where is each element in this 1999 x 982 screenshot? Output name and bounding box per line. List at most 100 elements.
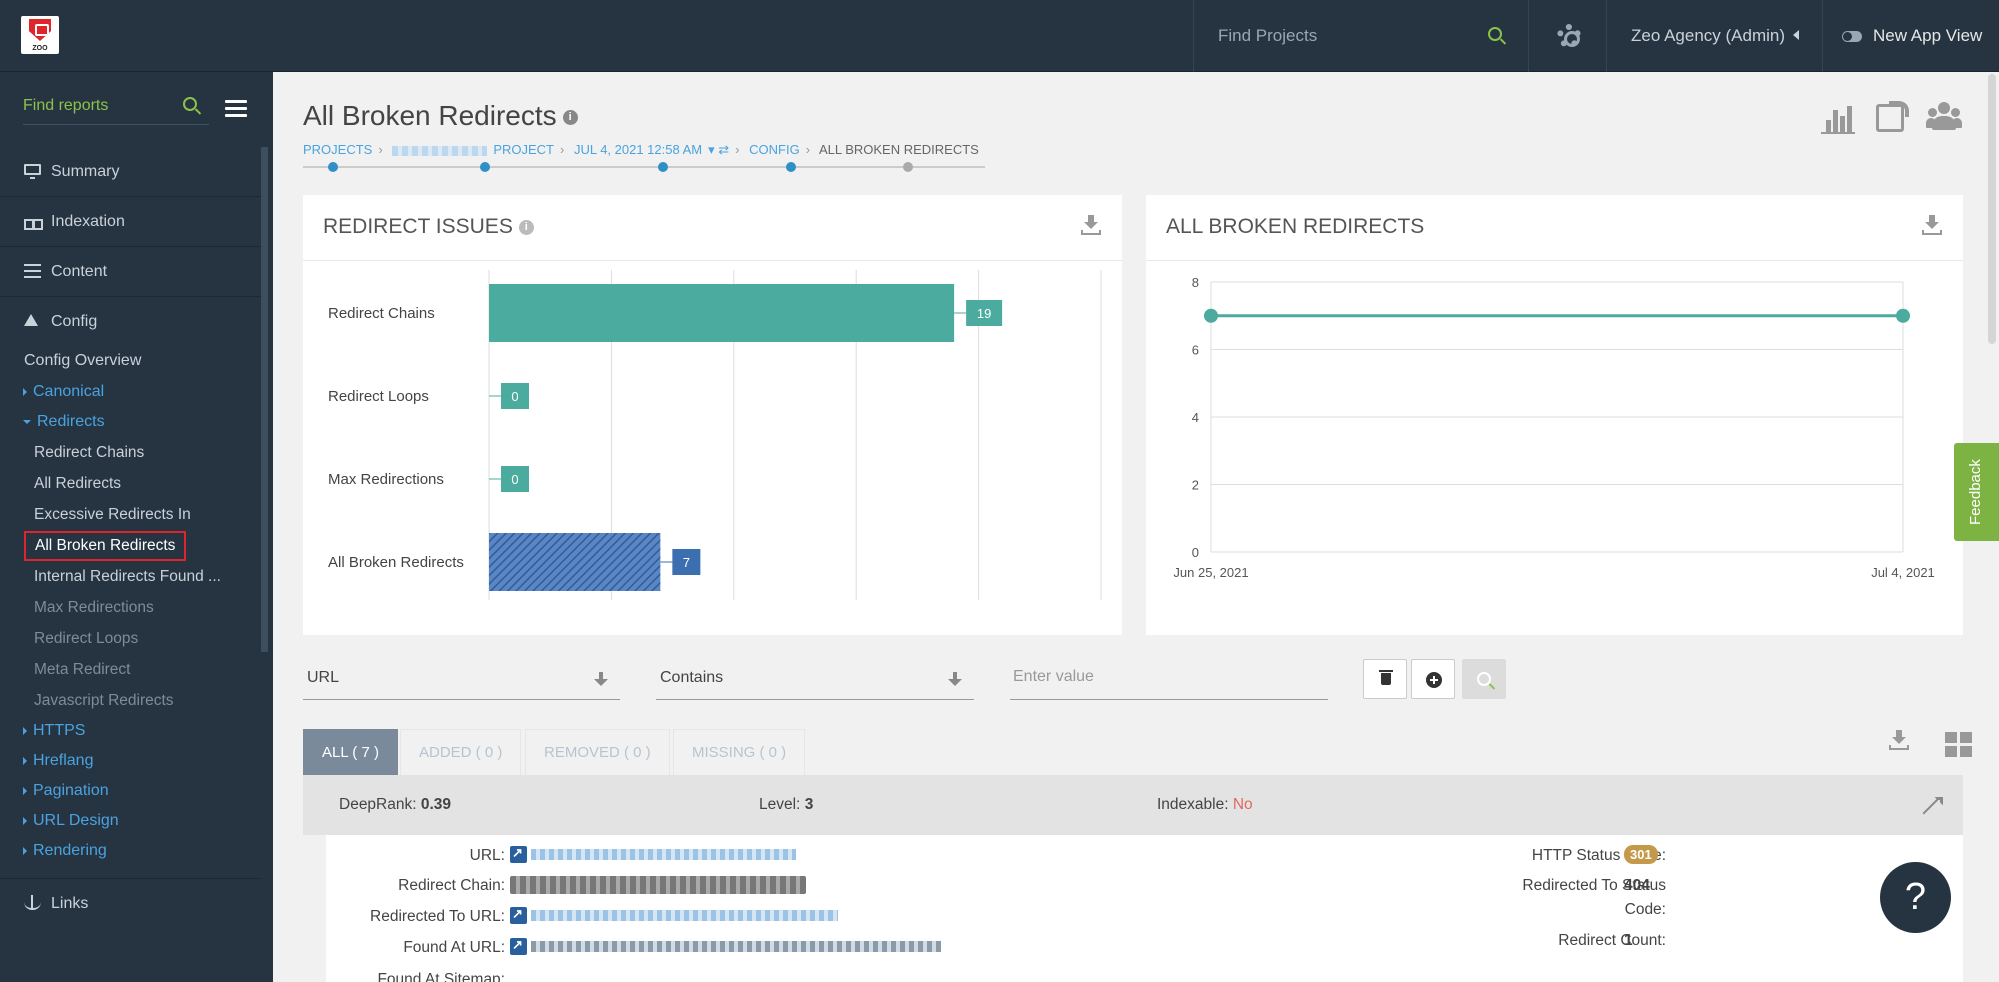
sidebar-scrollbar[interactable] [261,147,268,652]
sidebar-item-redirect-chains[interactable]: Redirect Chains [34,444,145,461]
search-icon [1477,672,1491,686]
sidebar-group-pagination[interactable]: Pagination [23,782,109,800]
search-icon[interactable] [183,97,197,111]
found-at-sitemap-label: Found At Sitemap: [377,971,505,982]
arrow-down-icon [948,672,962,686]
redacted-url [531,849,796,861]
sidebar-group-canonical[interactable]: Canonical [23,383,104,401]
report-search-input[interactable] [23,94,173,118]
clear-filter-button[interactable] [1363,659,1407,699]
bar-value-label: 0 [511,472,518,487]
sidebar-group-url-design[interactable]: URL Design [23,812,119,830]
sidebar-item-internal-redirects[interactable]: Internal Redirects Found ... [34,568,221,585]
expand-icon[interactable] [1922,797,1940,815]
url-value[interactable] [510,845,796,864]
redacted-url [531,941,941,953]
found-at-url-value[interactable] [510,937,941,956]
tab-missing[interactable]: MISSING ( 0 ) [673,729,806,775]
caret-right-icon [23,756,27,765]
sidebar-item-label: Content [51,263,108,280]
tab-removed[interactable]: REMOVED ( 0 ) [525,729,670,775]
breadcrumb-project[interactable]: PROJECT [493,142,554,157]
sidebar-group-https[interactable]: HTTPS [23,722,85,740]
breadcrumb-dot[interactable] [328,162,338,172]
sidebar-item-javascript-redirects[interactable]: Javascript Redirects [34,692,174,709]
sidebar-item-config[interactable]: Config [0,297,261,347]
info-icon[interactable]: i [562,110,578,126]
tab-all[interactable]: ALL ( 7 ) [303,729,398,775]
filter-value-input[interactable] [1013,668,1313,686]
redirect-issues-card: REDIRECT ISSUES i Redirect Chains 19 Redire… [303,195,1122,635]
download-icon[interactable] [1081,215,1101,235]
bar [489,533,661,591]
result-row-details: URL: Redirect Chain: Redirected To URL: … [326,835,1963,982]
tab-added[interactable]: ADDED ( 0 ) [400,729,522,775]
broken-redirects-trend-card: ALL BROKEN REDIRECTS 0 2 4 6 8 Jun 25, 2021 Ju… [1146,195,1963,635]
sidebar-group-rendering[interactable]: Rendering [23,842,107,860]
new-app-view-toggle[interactable]: New App View [1823,0,1999,72]
project-search-input[interactable] [1218,22,1478,50]
status-badge: 301 [1624,845,1658,864]
sidebar-item-excessive-redirects[interactable]: Excessive Redirects In [34,506,191,523]
breadcrumb-dot[interactable] [480,162,490,172]
breadcrumb-dot[interactable] [658,162,668,172]
grid-view-icon[interactable] [1944,728,1974,758]
caret-right-icon [23,846,27,855]
chart-view-icon[interactable] [1821,100,1857,134]
sidebar-group-redirects[interactable]: Redirects [23,413,105,431]
sidebar-item-summary[interactable]: Summary [0,147,261,197]
sidebar-item-max-redirections[interactable]: Max Redirections [34,599,154,616]
menu-icon[interactable] [225,100,247,118]
share-icon[interactable] [1876,101,1909,132]
filter-operator-select[interactable]: Contains [656,660,974,700]
help-button[interactable]: ? [1880,862,1951,933]
page-scrollbar[interactable] [1988,74,1996,344]
deeprank: DeepRank: 0.39 [339,796,452,813]
download-icon[interactable] [1922,215,1942,235]
external-link-icon[interactable] [510,845,527,864]
arrow-down-icon [594,672,608,686]
bar-value-box [966,300,1003,326]
new-app-view-label: New App View [1873,26,1983,45]
users-icon[interactable] [1926,100,1962,134]
sidebar-item-all-broken-redirects[interactable]: All Broken Redirects [24,531,187,561]
breadcrumb-config[interactable]: CONFIG [749,142,800,157]
sidebar-group-hreflang[interactable]: Hreflang [23,752,93,770]
app-logo[interactable]: ZOO [21,16,59,54]
sidebar-item-indexation[interactable]: Indexation [0,197,261,247]
caret-down-icon [23,419,31,424]
sidebar-item-content[interactable]: Content [0,247,261,297]
settings-button[interactable] [1529,0,1607,72]
filter-field-select[interactable]: URL [303,660,620,700]
sidebar-item-all-redirects[interactable]: All Redirects [34,475,121,492]
sidebar-config-overview[interactable]: Config Overview [24,352,142,369]
breadcrumb-dot[interactable] [903,162,913,172]
bar-value-box [501,383,529,409]
sidebar-item-links[interactable]: Links [0,878,261,928]
sidebar-item-meta-redirect[interactable]: Meta Redirect [34,661,131,678]
external-link-icon[interactable] [510,906,527,925]
account-menu[interactable]: Zeo Agency (Admin) [1607,0,1823,72]
export-icon[interactable] [1884,728,1914,758]
page-title: All Broken Redirects i [303,100,578,132]
bar-value-box [501,466,529,492]
breadcrumb-date[interactable]: JUL 4, 2021 12:58 AM [573,142,703,157]
external-link-icon[interactable] [510,937,527,956]
compare-icon[interactable]: ▾ ⇄ [708,142,730,157]
sidebar-item-label: Config [51,313,98,330]
breadcrumb-dot[interactable] [786,162,796,172]
apply-filter-button[interactable] [1462,659,1506,699]
report-search [23,92,209,125]
logo-text: ZOO [32,45,48,52]
redirect-chain-value [510,876,806,894]
breadcrumb-projects[interactable]: PROJECTS [303,142,373,157]
info-icon[interactable]: i [518,219,534,235]
add-filter-button[interactable] [1411,659,1455,699]
sidebar-item-redirect-loops[interactable]: Redirect Loops [34,630,139,647]
redacted-redirect-chain [510,876,806,894]
search-icon[interactable] [1488,27,1502,41]
redacted-url [531,910,838,922]
feedback-tab[interactable]: Feedback [1954,443,1999,541]
redirected-to-url-value[interactable] [510,906,838,925]
plus-circle-icon [1426,672,1442,688]
